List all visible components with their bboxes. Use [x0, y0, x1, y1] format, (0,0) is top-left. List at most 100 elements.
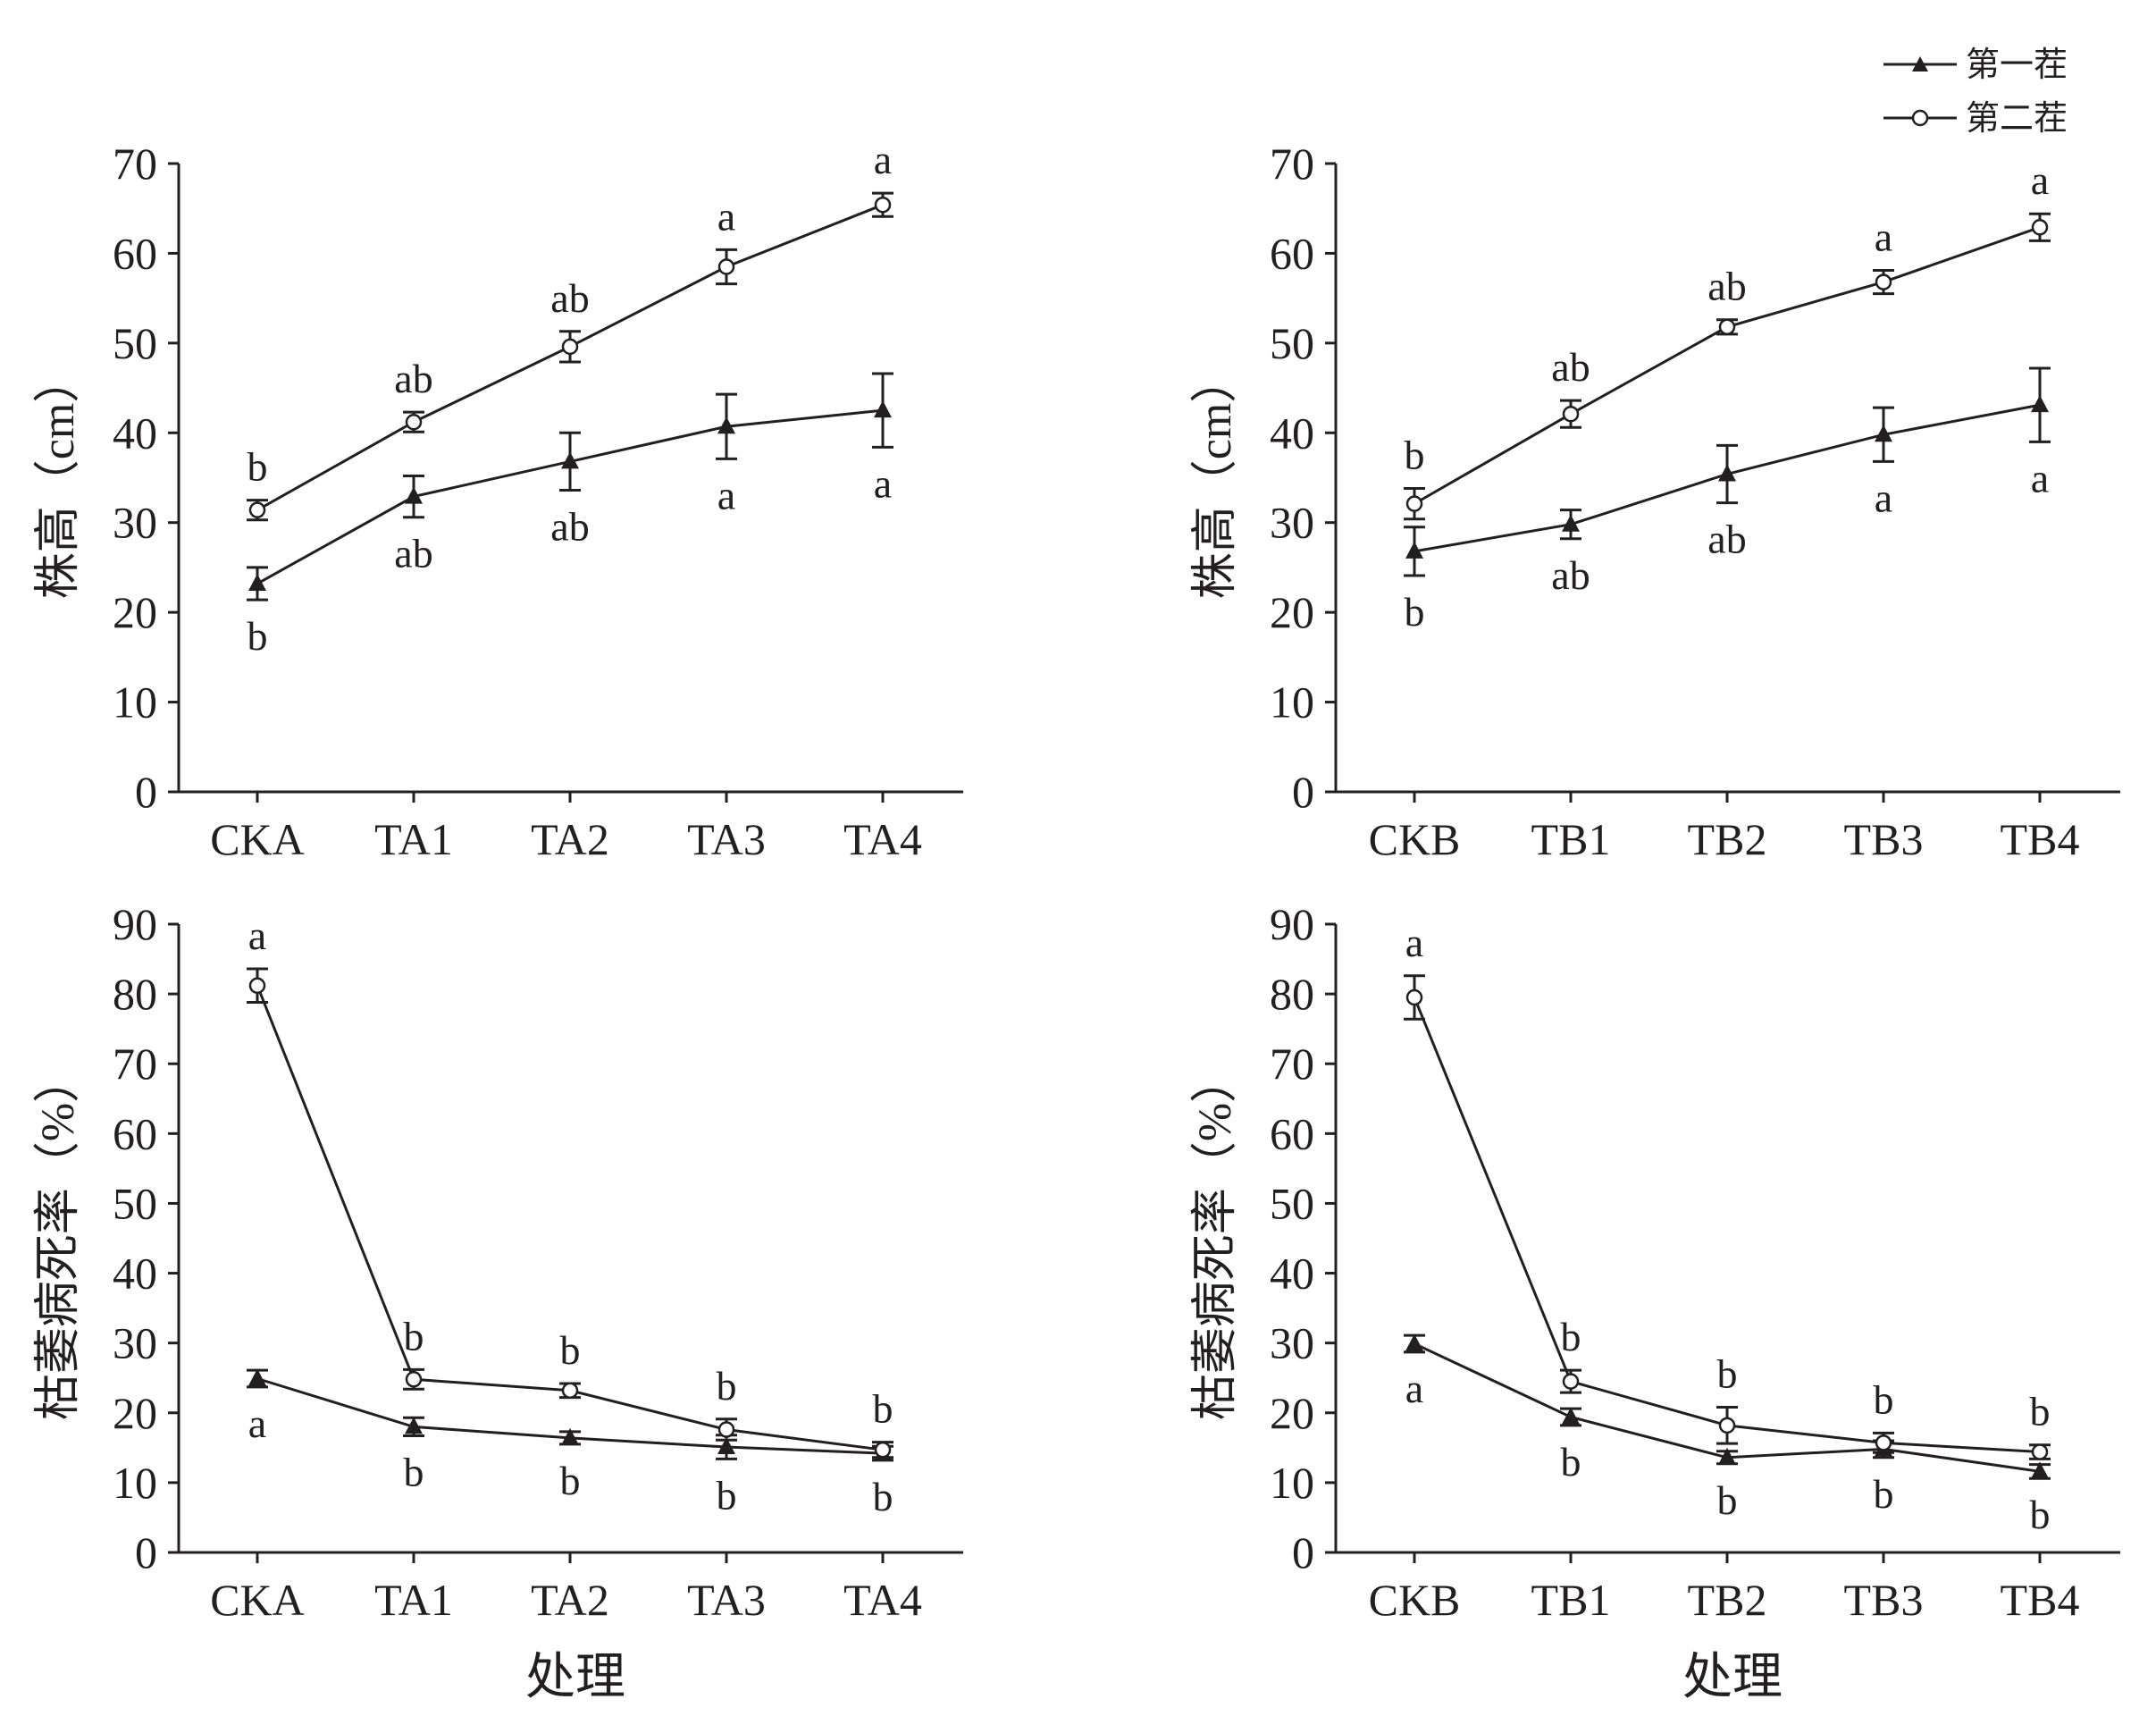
significance-label: ab [1551, 552, 1590, 598]
y-tick-label: 0 [1292, 767, 1314, 817]
significance-label: ab [550, 504, 589, 550]
legend-label-first-crop: 第一茬 [1966, 46, 2068, 84]
data-point-circle [874, 1441, 892, 1459]
x-tick-label: TA3 [687, 1575, 766, 1625]
series-first-crop: b ab ab a a [247, 372, 893, 659]
data-point-circle [1718, 1417, 1736, 1434]
data-point-triangle [717, 1437, 735, 1455]
x-tick-label: TB3 [1844, 814, 1924, 864]
y-tick-label: 30 [1270, 1318, 1314, 1368]
data-point-triangle [1562, 514, 1580, 532]
data-point-circle [874, 196, 892, 214]
y-tick-label: 20 [113, 587, 157, 637]
significance-label: b [560, 1458, 581, 1503]
data-point-circle [1405, 495, 1423, 512]
data-point-triangle [2031, 395, 2049, 413]
y-tick-label: 40 [1270, 1249, 1314, 1299]
y-tick-label: 30 [113, 1318, 157, 1368]
x-tick-label: TB2 [1688, 814, 1767, 864]
y-tick-label: 30 [113, 498, 157, 548]
significance-label: b [560, 1327, 581, 1373]
y-tick-label: 90 [1270, 899, 1314, 949]
significance-label: b [2030, 1389, 2051, 1434]
y-tick-label: 50 [113, 318, 157, 368]
significance-label: b [1561, 1314, 1581, 1359]
significance-label: a [1875, 214, 1892, 260]
data-point-triangle [248, 574, 266, 592]
significance-label: b [247, 613, 268, 659]
y-tick-label: 60 [113, 1108, 157, 1158]
data-point-circle [561, 1382, 579, 1400]
data-point-circle [1405, 988, 1423, 1006]
significance-label: b [404, 1450, 424, 1495]
y-tick-label: 10 [1270, 677, 1314, 728]
data-point-triangle [1718, 464, 1736, 482]
significance-label: b [2030, 1492, 2051, 1537]
y-axis-title: 株高（cm） [33, 357, 84, 600]
data-point-triangle [1875, 425, 1892, 442]
legend-marker-second-crop [1911, 109, 1929, 127]
series-second-crop: b ab ab a a [247, 137, 893, 522]
y-tick-label: 60 [1270, 228, 1314, 278]
significance-label: ab [394, 356, 432, 401]
significance-label: b [1405, 589, 1425, 635]
y-tick-label: 50 [1270, 318, 1314, 368]
data-point-triangle [405, 1417, 423, 1434]
y-tick-label: 60 [113, 228, 157, 278]
series-second-crop: a b b b b [247, 913, 893, 1459]
x-tick-label: CKA [210, 814, 305, 864]
series-line [256, 985, 884, 1451]
y-tick-label: 70 [113, 139, 157, 189]
x-tick-label: TA4 [843, 1575, 922, 1625]
x-tick-label: TA1 [374, 814, 453, 864]
x-tick-label: TA3 [687, 814, 766, 864]
x-tick-label: TA2 [531, 814, 609, 864]
x-axis-title: 处理 [1682, 1650, 1783, 1705]
significance-label: a [717, 472, 735, 517]
x-tick-label: CKA [210, 1575, 305, 1625]
y-tick-label: 40 [113, 408, 157, 458]
y-tick-label: 10 [1270, 1458, 1314, 1508]
data-point-circle [2031, 219, 2049, 236]
significance-label: b [1874, 1471, 1894, 1517]
y-tick-label: 80 [113, 969, 157, 1019]
y-tick-label: 30 [1270, 498, 1314, 548]
significance-label: b [873, 1386, 893, 1432]
y-axis-title: 枯萎病死率（%） [33, 1056, 84, 1420]
significance-label: a [1875, 475, 1892, 520]
data-point-triangle [2031, 1461, 2049, 1479]
data-point-circle [248, 977, 266, 994]
data-point-circle [1718, 318, 1736, 336]
y-tick-label: 40 [113, 1249, 157, 1299]
data-point-circle [717, 1421, 735, 1438]
data-point-circle [405, 413, 423, 431]
data-point-triangle [1718, 1447, 1736, 1465]
y-tick-label: 70 [113, 1039, 157, 1089]
y-axis-title: 株高（cm） [1190, 357, 1241, 600]
x-axis-title: 处理 [525, 1650, 625, 1705]
y-tick-label: 20 [1270, 587, 1314, 637]
significance-label: ab [550, 275, 589, 321]
x-tick-label: TB3 [1844, 1575, 1924, 1625]
x-tick-label: TA4 [843, 814, 922, 864]
significance-label: a [248, 1401, 266, 1446]
x-tick-label: TA2 [531, 1575, 609, 1625]
data-point-circle [561, 338, 579, 356]
x-tick-label: TB4 [2001, 1575, 2080, 1625]
x-tick-label: TB4 [2001, 814, 2080, 864]
x-tick-label: TB2 [1688, 1575, 1767, 1625]
chart-panel-4: 0 10 20 30 40 50 60 70 80 90 CKB TB1 TB2 TB3 TB4 枯萎病死率（… [1190, 899, 2120, 1705]
significance-label: b [247, 444, 268, 490]
x-tick-label: TB1 [1531, 1575, 1611, 1625]
legend: 第一茬 第二茬 [1883, 46, 2068, 138]
significance-label: b [1874, 1376, 1894, 1422]
significance-label: b [404, 1313, 424, 1358]
data-point-triangle [561, 451, 579, 469]
data-point-circle [1875, 273, 1892, 290]
data-point-triangle [1405, 1333, 1423, 1351]
series-first-crop: b ab ab a a [1404, 366, 2051, 635]
data-point-circle [717, 258, 735, 275]
significance-label: a [2031, 455, 2049, 500]
